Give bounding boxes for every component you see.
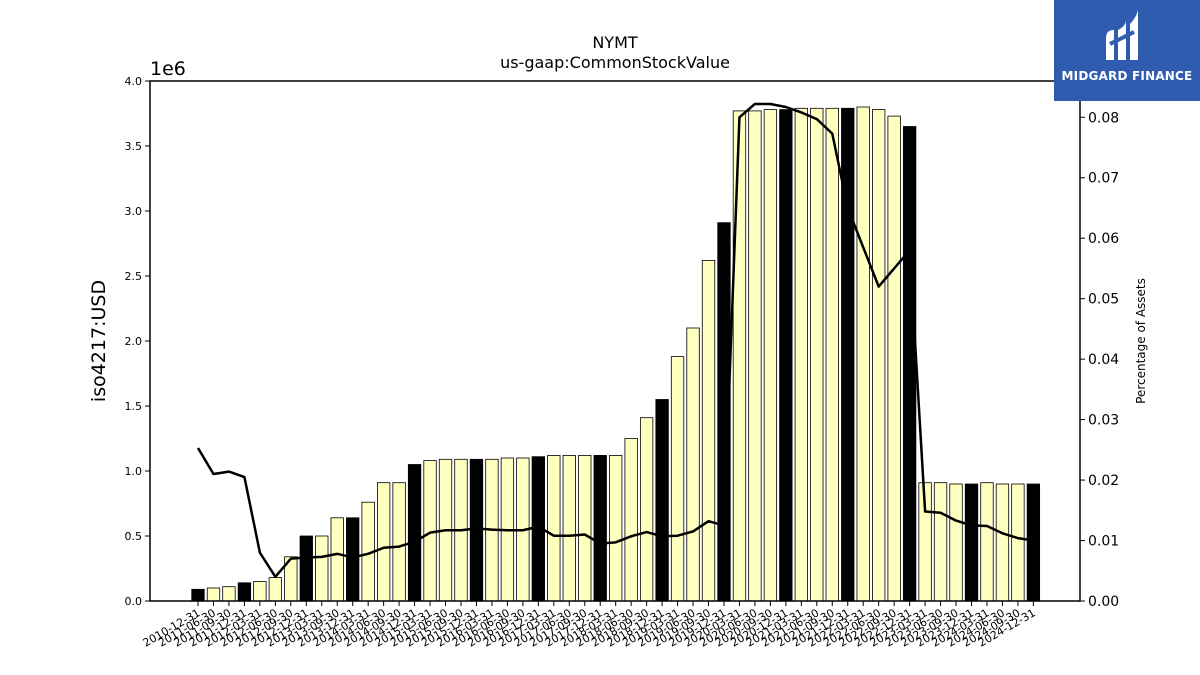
y2-tick-label: 0.07 — [1088, 171, 1119, 187]
y-tick-label: 2.5 — [125, 270, 143, 283]
bar — [670, 356, 685, 602]
y-axis-multiplier: 1e6 — [150, 58, 186, 80]
bar — [732, 110, 747, 602]
bar — [407, 464, 422, 602]
bar — [933, 482, 948, 602]
bar — [748, 110, 762, 602]
y2-tick-label: 0.04 — [1088, 352, 1119, 368]
percentage-of-assets-line — [196, 102, 1034, 579]
bar — [655, 399, 669, 602]
bar — [624, 438, 638, 602]
y2-tick-label: 0.00 — [1088, 594, 1119, 610]
bar — [763, 109, 778, 602]
bar — [578, 454, 592, 602]
y-tick-label: 3.5 — [125, 140, 143, 153]
y2-axis-label: Percentage of Assets — [1134, 278, 1148, 404]
y2-tick-label: 0.06 — [1088, 231, 1119, 247]
y2-tick-label: 0.02 — [1088, 473, 1119, 489]
bar — [191, 588, 205, 602]
midgard-logo-icon — [1106, 10, 1138, 60]
bar — [315, 535, 329, 602]
bar — [547, 454, 561, 602]
y-tick-label: 0.0 — [125, 595, 143, 608]
bar — [299, 535, 313, 602]
plot-frame — [149, 80, 1081, 602]
bar — [330, 517, 344, 602]
bar — [949, 483, 963, 602]
y-axis-label: iso4217:USD — [88, 280, 110, 402]
bar — [810, 107, 824, 602]
brand-logo: MIDGARD FINANCE — [1054, 0, 1200, 101]
bar — [237, 582, 252, 602]
y2-tick-label: 0.05 — [1088, 292, 1119, 308]
brand-logo-text: MIDGARD FINANCE — [1061, 69, 1193, 83]
bar — [253, 581, 267, 602]
y-tick-label: 2.0 — [125, 335, 143, 348]
bar — [872, 109, 886, 602]
bar — [268, 577, 283, 602]
bar — [701, 259, 716, 602]
y-tick-label: 1.0 — [125, 465, 143, 478]
chart-subtitle: us-gaap:CommonStockValue — [500, 53, 730, 72]
bar — [346, 517, 360, 602]
y2-tick-label: 0.08 — [1088, 110, 1119, 126]
y2-axis-ticks: 0.00 0.01 0.02 0.03 0.04 0.05 0.06 0.07 0.08 — [1080, 110, 1119, 610]
bar — [562, 454, 576, 602]
y2-tick-label: 0.01 — [1088, 534, 1119, 550]
bar — [902, 126, 917, 602]
y-tick-label: 0.5 — [125, 530, 143, 543]
bar — [995, 483, 1010, 602]
bar — [964, 483, 979, 602]
bar-series — [191, 106, 1041, 602]
x-axis-ticks: 2010-12-312011-06-302011-09-302011-12-31… — [141, 601, 1038, 650]
bar — [856, 106, 870, 602]
bar — [206, 587, 221, 602]
y-tick-label: 4.0 — [125, 75, 143, 88]
bar — [609, 454, 623, 602]
y-tick-label: 1.5 — [125, 400, 143, 413]
bar — [392, 482, 406, 602]
y-axis-ticks: 0.0 0.5 1.0 1.5 2.0 2.5 3.0 3.5 4.0 — [125, 75, 150, 608]
bar — [593, 454, 607, 602]
bar — [1026, 483, 1041, 602]
chart-title: NYMT — [592, 33, 638, 52]
bar — [639, 417, 654, 602]
bar — [686, 327, 700, 602]
y2-tick-label: 0.03 — [1088, 413, 1119, 429]
bar — [980, 482, 994, 602]
bar — [1011, 483, 1025, 602]
bar — [887, 115, 901, 602]
bar — [376, 482, 391, 602]
bar — [779, 109, 793, 602]
bar — [222, 586, 236, 602]
bar — [794, 107, 808, 602]
bar — [825, 107, 839, 602]
y-tick-label: 3.0 — [125, 205, 143, 218]
